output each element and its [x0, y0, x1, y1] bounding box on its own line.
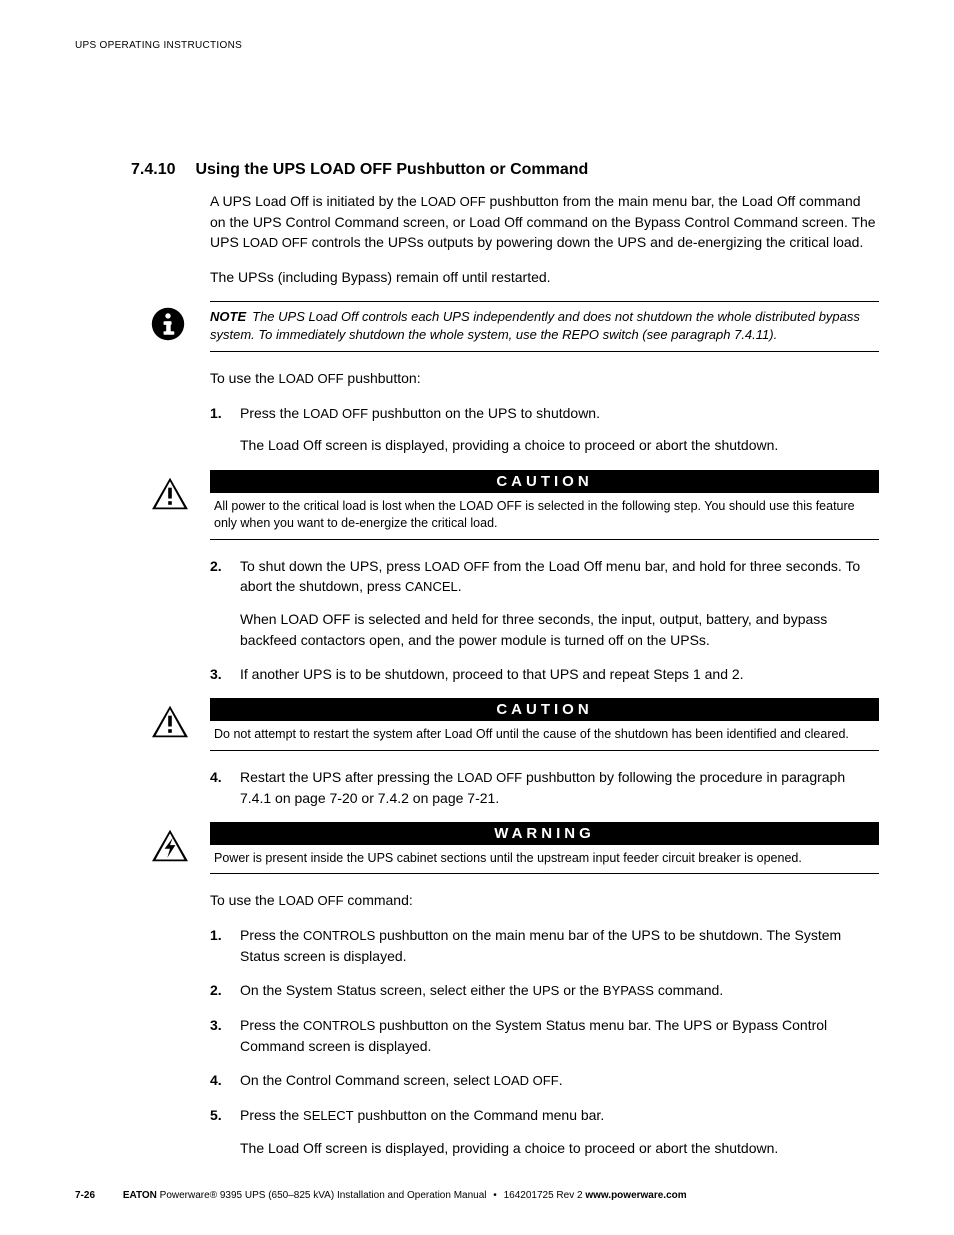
- note-label: NOTE: [210, 309, 246, 324]
- footer-url: www.powerware.com: [585, 1190, 686, 1201]
- page-footer: 7-26 EATON Powerware® 9395 UPS (650–825 …: [75, 1190, 879, 1201]
- step-3: If another UPS is to be shutdown, procee…: [210, 664, 879, 684]
- warning-label: WARNING: [210, 822, 879, 845]
- caution-label: CAUTION: [210, 698, 879, 721]
- steps-list-b: To shut down the UPS, press LOAD OFF fro…: [210, 556, 879, 685]
- caution-text: Do not attempt to restart the system aft…: [210, 721, 879, 751]
- page-number: 7-26: [75, 1190, 95, 1201]
- caution-box-1: CAUTION All power to the critical load i…: [210, 470, 879, 540]
- cmd-step-3: Press the CONTROLS pushbutton on the Sys…: [210, 1015, 879, 1056]
- caution-label: CAUTION: [210, 470, 879, 493]
- intro-paragraph-2: The UPSs (including Bypass) remain off u…: [210, 267, 879, 287]
- cmd-step-2: On the System Status screen, select eith…: [210, 980, 879, 1001]
- section-heading: 7.4.10 Using the UPS LOAD OFF Pushbutton…: [131, 161, 879, 179]
- caution-icon: [150, 476, 190, 512]
- cmd-step-1: Press the CONTROLS pushbutton on the mai…: [210, 925, 879, 966]
- warning-text: Power is present inside the UPS cabinet …: [210, 845, 879, 875]
- cmd-step-5: Press the SELECT pushbutton on the Comma…: [210, 1105, 879, 1158]
- footer-brand: EATON: [123, 1190, 157, 1201]
- steps-list-a: Press the LOAD OFF pushbutton on the UPS…: [210, 403, 879, 456]
- note-text: The UPS Load Off controls each UPS indep…: [210, 309, 860, 342]
- section-title: Using the UPS LOAD OFF Pushbutton or Com…: [195, 161, 588, 178]
- caution-icon: [150, 704, 190, 740]
- note-box: NOTEThe UPS Load Off controls each UPS i…: [210, 301, 879, 351]
- footer-docnum: 164201725 Rev 2: [504, 1190, 583, 1201]
- step-1: Press the LOAD OFF pushbutton on the UPS…: [210, 403, 879, 456]
- steps-list-c: Restart the UPS after pressing the LOAD …: [210, 767, 879, 808]
- running-header: UPS OPERATING INSTRUCTIONS: [75, 40, 879, 51]
- warning-icon: [150, 828, 190, 864]
- step-4: Restart the UPS after pressing the LOAD …: [210, 767, 879, 808]
- steps-list-d: Press the CONTROLS pushbutton on the mai…: [210, 925, 879, 1158]
- section-number: 7.4.10: [131, 161, 191, 179]
- cmd-step-4: On the Control Command screen, select LO…: [210, 1070, 879, 1091]
- pushbutton-intro: To use the LOAD OFF pushbutton:: [210, 368, 879, 389]
- warning-box: WARNING Power is present inside the UPS …: [210, 822, 879, 875]
- page-content: 7.4.10 Using the UPS LOAD OFF Pushbutton…: [210, 161, 879, 1158]
- command-intro: To use the LOAD OFF command:: [210, 890, 879, 911]
- info-icon: [150, 306, 186, 342]
- intro-paragraph-1: A UPS Load Off is initiated by the LOAD …: [210, 191, 879, 253]
- caution-box-2: CAUTION Do not attempt to restart the sy…: [210, 698, 879, 751]
- caution-text: All power to the critical load is lost w…: [210, 493, 879, 540]
- step-2: To shut down the UPS, press LOAD OFF fro…: [210, 556, 879, 650]
